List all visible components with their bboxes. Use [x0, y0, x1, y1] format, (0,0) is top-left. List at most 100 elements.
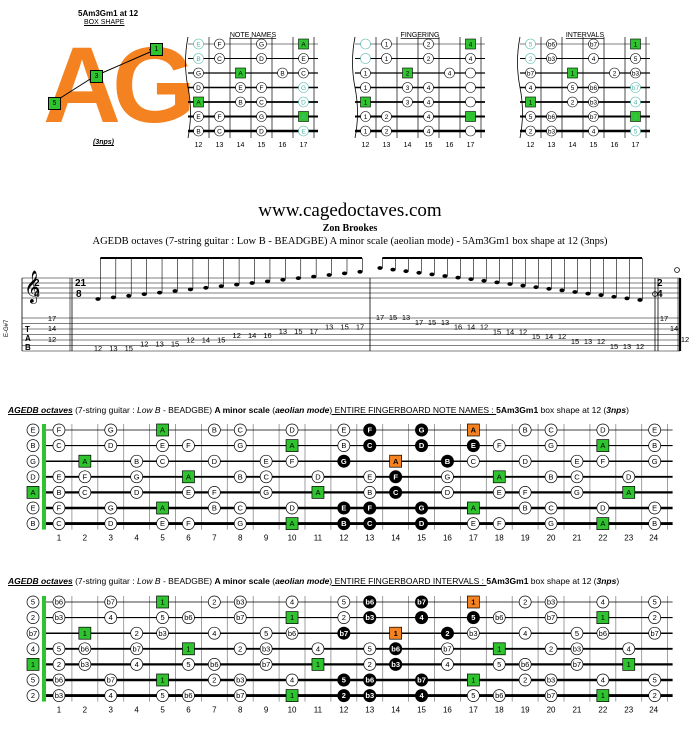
root-marker	[492, 470, 506, 484]
fret-number: 14	[391, 534, 400, 543]
mini-note-label: 2	[571, 99, 575, 106]
note-label: A	[315, 488, 320, 497]
mini-note-marker	[465, 125, 476, 137]
note-head	[546, 286, 552, 291]
box-note-marker	[363, 611, 377, 625]
note-label: E	[56, 472, 61, 481]
note-label: 4	[419, 613, 424, 622]
note-marker	[467, 517, 480, 530]
tab-number: 15	[340, 323, 348, 332]
note-marker	[52, 439, 66, 452]
note-marker	[182, 689, 195, 702]
mini-note-marker	[546, 111, 557, 122]
tab-number: 12	[636, 342, 644, 351]
note-label: G	[419, 426, 425, 435]
note-marker	[156, 626, 169, 640]
mini-note-label: D	[301, 99, 306, 106]
note-marker	[544, 673, 558, 687]
open-note-marker	[26, 454, 40, 468]
box-root-marker	[467, 423, 480, 437]
note-label: D	[522, 457, 528, 466]
note-marker	[492, 486, 506, 499]
mini-note-marker	[381, 125, 392, 137]
tab-number: 14	[467, 323, 475, 332]
note-label: b6	[55, 598, 63, 607]
tab-number: 13	[109, 344, 117, 353]
tab-number: 17	[415, 318, 423, 327]
mini-note-marker	[588, 111, 599, 122]
note-marker	[285, 626, 299, 640]
mini-root-marker	[193, 96, 204, 108]
root-marker	[622, 486, 636, 499]
note-label: b3	[365, 691, 374, 700]
box-note-marker	[389, 657, 403, 671]
note-marker	[363, 658, 377, 671]
mini-note-marker	[402, 96, 413, 108]
mini-note-marker	[546, 53, 557, 64]
end-time-top: 2	[657, 278, 663, 289]
note-marker	[544, 642, 558, 656]
note-head	[172, 289, 178, 293]
mini-fret-number: 13	[548, 142, 556, 148]
open-note-marker	[26, 611, 40, 624]
fret-number: 6	[186, 534, 191, 543]
note-marker	[467, 689, 480, 702]
box-root-marker	[467, 595, 480, 609]
note-marker	[648, 439, 662, 452]
note-head	[390, 267, 396, 272]
mini-note-label: b3	[548, 56, 556, 63]
tab-number: 13	[623, 342, 631, 351]
note-marker	[518, 486, 532, 499]
mini-root-marker	[567, 67, 578, 79]
mini-note-label: 4	[469, 56, 473, 63]
note-label: 5	[160, 613, 164, 622]
fret-number: 15	[417, 534, 426, 543]
note-marker	[518, 423, 532, 437]
mini-note-label: 4	[634, 99, 638, 106]
fret-number: 11	[314, 534, 323, 543]
mini-note-marker	[298, 53, 309, 64]
time-sig-bottom: 4	[34, 289, 40, 300]
mini-note-marker	[360, 82, 371, 93]
note-label: D	[289, 504, 295, 513]
root-marker	[285, 439, 299, 452]
note-marker	[492, 658, 506, 671]
note-marker	[518, 595, 532, 609]
note-head	[377, 266, 383, 270]
note-label: 4	[109, 613, 113, 622]
note-marker	[130, 658, 143, 671]
mini-note-marker	[525, 38, 536, 50]
note-label: b6	[599, 629, 607, 638]
tab-number: 13	[402, 313, 410, 322]
mini-note-label: b7	[527, 70, 535, 77]
mini-note-marker	[588, 53, 599, 64]
fret-number: 17	[469, 534, 478, 543]
mini-note-label: 5	[634, 128, 638, 135]
note-head	[429, 272, 435, 277]
note-label: 1	[186, 644, 190, 653]
fret-number: 23	[624, 534, 633, 543]
note-label: 2	[135, 629, 139, 638]
box-note-marker	[337, 689, 351, 703]
note-marker	[156, 517, 169, 530]
note-marker	[648, 595, 662, 609]
site-description: AGEDB octaves (7-string guitar : Low B -…	[92, 236, 608, 247]
mini-note-marker	[235, 96, 246, 108]
open-note-label: A	[30, 488, 35, 497]
note-label: b7	[417, 598, 426, 607]
logo-letters: AG	[43, 24, 196, 145]
note-label: C	[367, 441, 373, 450]
mini-fret-number: 16	[446, 142, 454, 148]
mini-root-marker	[235, 67, 246, 79]
fret-number: 16	[443, 706, 452, 715]
open-note-label: 5	[31, 676, 35, 685]
note-label: C	[471, 457, 477, 466]
note-marker	[52, 673, 66, 687]
mini-note-label: F	[218, 41, 222, 48]
note-marker	[285, 595, 299, 609]
mini-note-label: 2	[427, 56, 431, 63]
tab-number: 13	[155, 340, 163, 349]
note-label: 4	[135, 660, 139, 669]
mini-note-label: 1	[634, 114, 638, 121]
